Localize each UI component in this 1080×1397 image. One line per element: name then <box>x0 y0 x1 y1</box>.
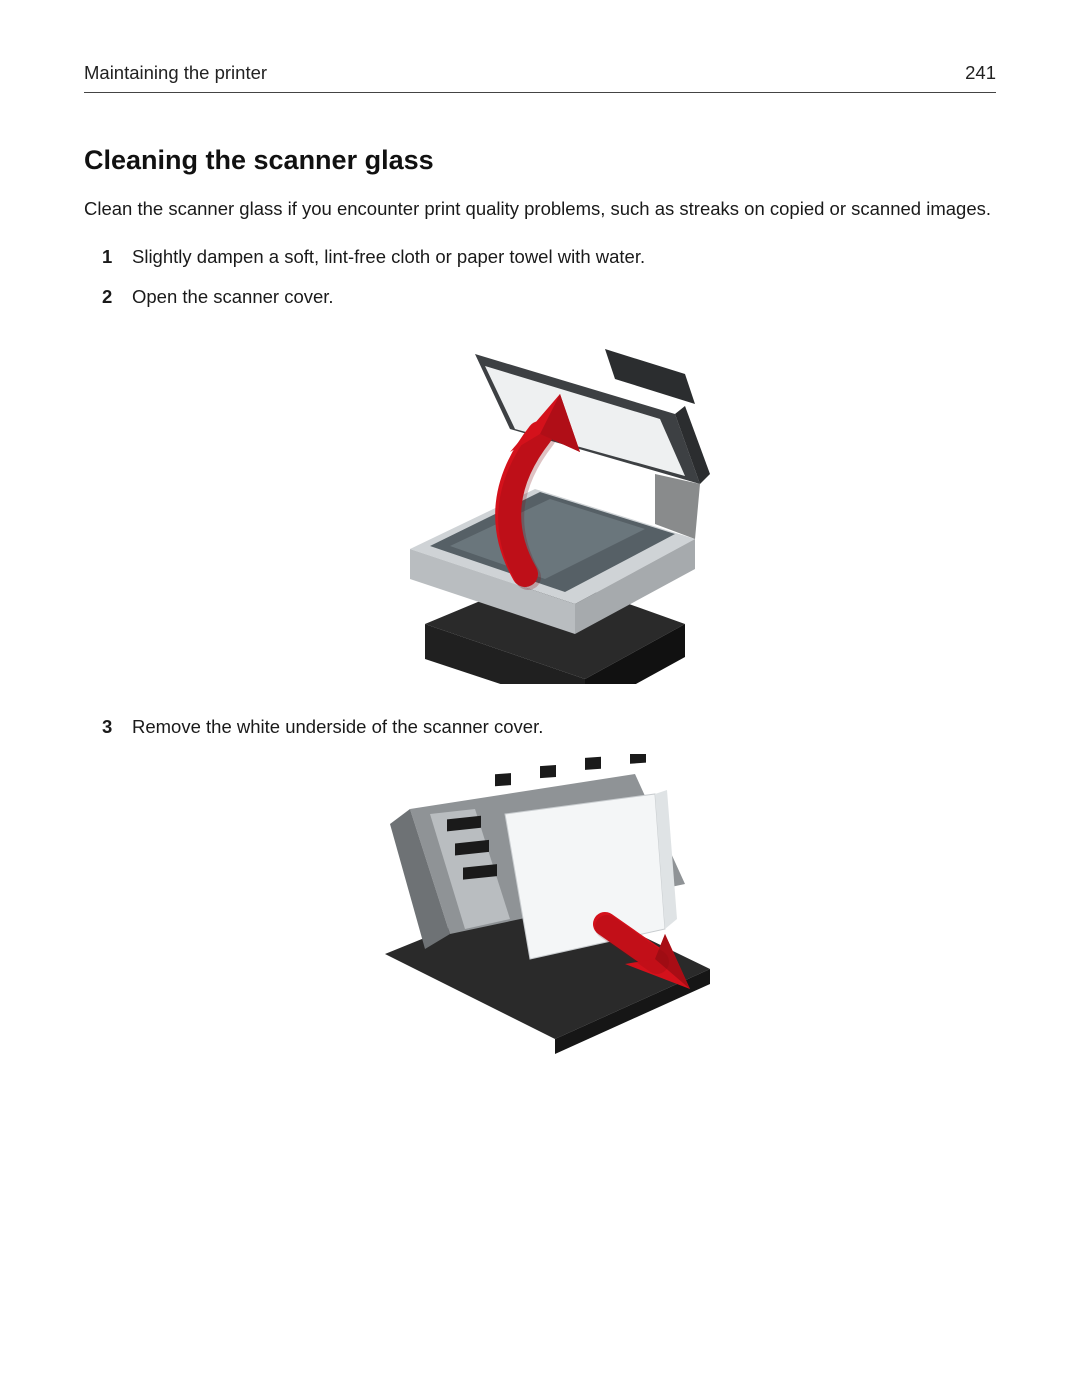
step-text: Open the scanner cover. <box>132 284 334 310</box>
figure-remove-white-panel <box>355 754 725 1054</box>
step-text: Remove the white underside of the scanne… <box>132 714 543 740</box>
page-number: 241 <box>965 62 996 84</box>
step-number: 2 <box>102 284 126 310</box>
step-2: 2 Open the scanner cover. <box>84 284 996 310</box>
section-title: Cleaning the scanner glass <box>84 145 996 176</box>
section-intro: Clean the scanner glass if you encounter… <box>84 196 996 222</box>
running-header: Maintaining the printer 241 <box>84 62 996 93</box>
step-number: 1 <box>102 244 126 270</box>
remove-white-panel-icon <box>355 754 725 1054</box>
figure-2-wrap <box>84 754 996 1054</box>
printer-open-cover-icon <box>355 324 725 684</box>
step-number: 3 <box>102 714 126 740</box>
figure-1-wrap <box>84 324 996 684</box>
step-3: 3 Remove the white underside of the scan… <box>84 714 996 740</box>
step-1: 1 Slightly dampen a soft, lint-free clot… <box>84 244 996 270</box>
chapter-title: Maintaining the printer <box>84 62 267 84</box>
step-text: Slightly dampen a soft, lint-free cloth … <box>132 244 645 270</box>
figure-open-scanner-cover <box>355 324 725 684</box>
manual-page: Maintaining the printer 241 Cleaning the… <box>0 0 1080 1397</box>
